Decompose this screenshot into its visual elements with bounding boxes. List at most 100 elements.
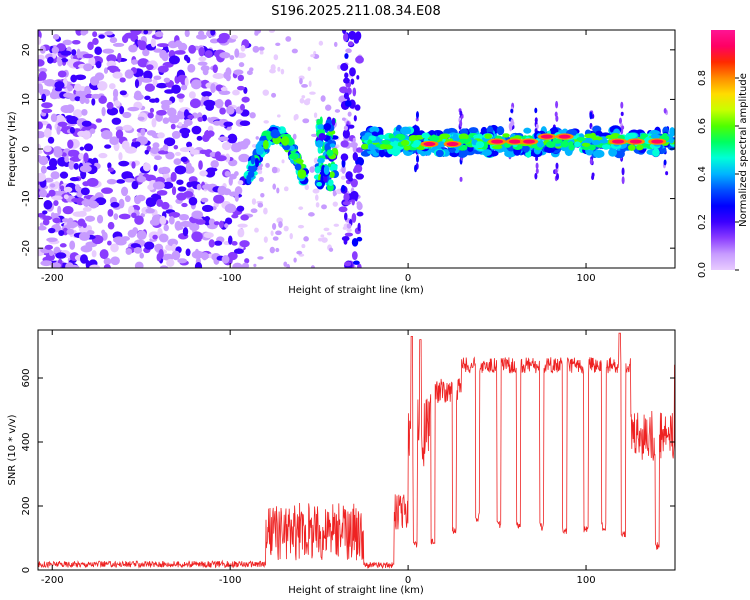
spectrogram-cell <box>107 167 114 173</box>
spectrogram-cell <box>271 166 278 174</box>
spectrogram-cell <box>496 126 505 136</box>
colorbar-tick-label: 0.0 <box>697 262 708 278</box>
spectrogram-cell <box>484 133 492 139</box>
spectrogram-cell <box>168 114 180 124</box>
spectrogram-cell <box>112 42 125 47</box>
spectrogram-cell <box>59 171 69 179</box>
spectrogram-cell <box>224 170 231 177</box>
spectrogram-cell <box>197 30 205 36</box>
spectrogram-cell <box>327 163 332 168</box>
spectrogram-cell <box>315 194 319 201</box>
spectrogram-cell <box>203 215 211 226</box>
spectrogram-cell <box>337 64 341 70</box>
spectrogram-cell <box>62 206 74 215</box>
spectrogram-y-tick: 10 <box>21 93 675 106</box>
spectrogram-cell <box>344 53 349 59</box>
spectrogram-cell <box>180 156 188 163</box>
spectrogram-cell <box>240 44 246 52</box>
spectrogram-cell <box>620 101 624 109</box>
spectrogram-cell <box>605 134 616 140</box>
spectrogram-cell <box>316 118 322 126</box>
spectrogram-cell <box>191 125 202 135</box>
spectrogram-cell <box>38 59 45 67</box>
spectrogram-cell <box>238 153 250 163</box>
spectrogram-cell <box>176 93 185 99</box>
spectrogram-cell <box>241 262 250 268</box>
spectrogram-cell <box>227 205 236 213</box>
spectrogram-cell <box>560 142 567 148</box>
spectrogram-cell <box>574 141 581 148</box>
spectrogram-cell <box>179 127 191 135</box>
spectrogram-cell <box>156 253 162 262</box>
spectrogram-cell <box>554 168 558 175</box>
spectrogram-cell <box>246 70 253 76</box>
snr-y-tick: 600 <box>21 368 675 388</box>
spectrogram-cell <box>350 178 358 188</box>
spectrogram-cell <box>416 155 420 163</box>
spectrogram-cell <box>171 130 181 139</box>
spectrogram-cell <box>67 85 74 92</box>
spectrogram-cell <box>309 91 316 95</box>
spectrogram-cell <box>598 139 609 144</box>
colorbar-tick: 0.4 <box>697 166 739 182</box>
spectrogram-cell <box>232 262 243 268</box>
spectrogram-cell <box>153 75 162 80</box>
spectrogram-cell <box>52 33 60 40</box>
spectrogram-cell <box>357 222 361 232</box>
spectrogram-cell <box>116 179 126 184</box>
spectrogram-cell <box>534 172 538 180</box>
spectrogram-x-tick-label: -100 <box>219 273 242 284</box>
spectrogram-cell <box>185 248 191 257</box>
spectrogram-cell <box>104 31 114 36</box>
spectrogram-cell <box>184 30 190 38</box>
spectrogram-cell <box>452 133 459 140</box>
spectrogram-cell <box>328 247 334 252</box>
spectrogram-y-tick: -10 <box>21 190 675 207</box>
spectrogram-cell <box>44 177 54 183</box>
spectrogram-cell <box>293 257 297 263</box>
spectrogram-cell <box>38 131 46 139</box>
spectrogram-cell <box>137 39 142 46</box>
spectrogram-cell <box>106 178 117 185</box>
spectrogram-cell <box>228 235 233 245</box>
spectrogram-cell <box>83 152 89 163</box>
spectrogram-cell <box>584 137 593 144</box>
spectrogram-cell <box>414 164 418 173</box>
spectrogram-cell <box>249 112 256 119</box>
spectrogram-cell <box>349 67 356 77</box>
spectrogram-cell <box>82 130 91 140</box>
colorbar-gradient <box>711 30 735 270</box>
spectrogram-cell <box>327 139 334 145</box>
spectrogram-cell <box>184 77 189 87</box>
spectrogram-cell <box>312 188 320 194</box>
spectrogram-cell <box>629 139 642 144</box>
spectrogram-cell <box>352 152 358 161</box>
spectrogram-cell <box>212 120 222 126</box>
spectrogram-cell <box>134 141 141 147</box>
spectrogram-cell <box>228 191 240 197</box>
spectrogram-cell <box>343 193 350 202</box>
spectrogram-cell <box>212 64 218 74</box>
spectrogram-cell <box>125 248 133 255</box>
spectrogram-cell <box>53 246 61 254</box>
spectrogram-cell <box>255 136 259 140</box>
spectrogram-cell <box>182 227 189 237</box>
spectrogram-cell <box>510 118 514 127</box>
spectrogram-cell <box>178 213 190 221</box>
spectrogram-cell <box>142 49 150 57</box>
spectrogram-cell <box>421 132 430 139</box>
spectrogram-cell <box>82 206 92 212</box>
spectrogram-cell <box>236 85 245 91</box>
spectrogram-cell <box>187 114 195 120</box>
spectrogram-cell <box>146 64 154 71</box>
spectrogram-cell <box>157 132 165 139</box>
colorbar-tick-label: 0.4 <box>697 166 708 182</box>
spectrogram-cell <box>119 106 125 115</box>
spectrogram-cell <box>302 118 310 124</box>
snr-x-tick: -200 <box>41 330 64 586</box>
spectrogram-cell <box>651 139 664 144</box>
spectrogram-cell <box>42 215 53 221</box>
spectrogram-cell <box>492 145 503 150</box>
spectrogram-cell <box>109 136 120 145</box>
spectrogram-cell <box>272 183 277 190</box>
